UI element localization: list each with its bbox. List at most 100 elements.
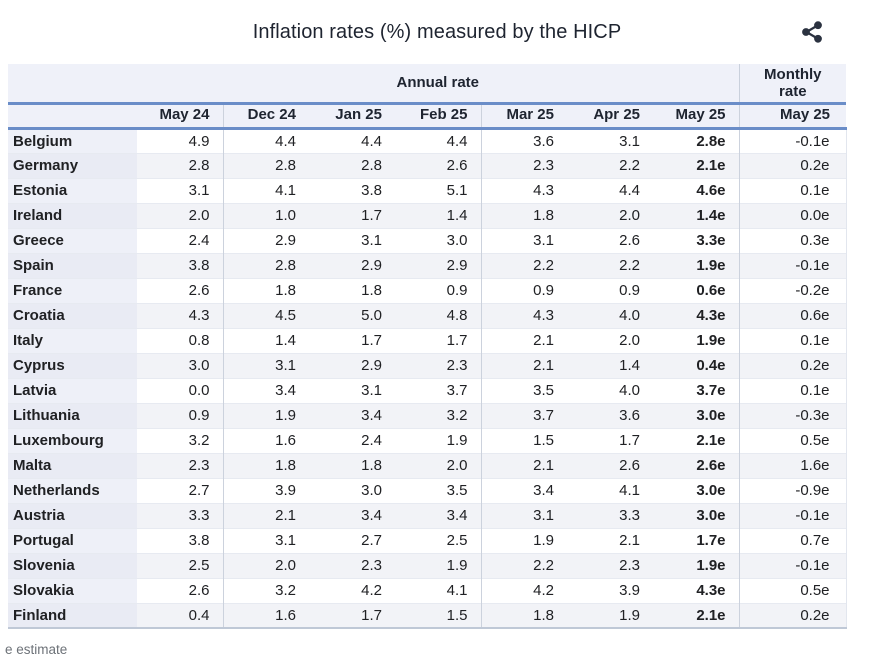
table-row: Slovakia 2.6 3.2 4.2 4.1 4.2 3.9 4.3e 0.5e xyxy=(8,577,847,603)
annual-value-cell: 3.5 xyxy=(395,477,481,503)
annual-value-cell: 2.2 xyxy=(480,252,567,278)
annual-value-cell: 4.8 xyxy=(395,302,481,328)
table-row: Belgium 4.9 4.4 4.4 4.4 3.6 3.1 2.8e -0.1e xyxy=(8,128,847,153)
annual-value-cell: 1.7 xyxy=(567,427,653,453)
annual-value-cell: 5.1 xyxy=(395,177,481,203)
table-row: Cyprus 3.0 3.1 2.9 2.3 2.1 1.4 0.4e 0.2e xyxy=(8,352,847,378)
annual-value-cell: 3.0 xyxy=(309,477,395,503)
annual-value-cell: 0.4e xyxy=(653,352,740,378)
annual-value-cell: 0.0 xyxy=(137,377,223,403)
annual-value-cell: 1.4 xyxy=(395,202,481,228)
month-column-header: Apr 25 xyxy=(567,103,653,130)
annual-value-cell: 2.7 xyxy=(137,477,223,503)
monthly-value-cell: 0.1e xyxy=(738,327,847,353)
annual-value-cell: 4.2 xyxy=(309,577,395,603)
annual-value-cell: 1.9 xyxy=(395,552,481,578)
monthly-value-cell: 0.2e xyxy=(738,152,847,178)
annual-value-cell: 2.8 xyxy=(137,152,223,178)
annual-rate-group-header: Annual rate xyxy=(137,64,740,105)
country-label: Malta xyxy=(8,452,137,478)
month-column-header: Mar 25 xyxy=(480,103,567,130)
annual-value-cell: 2.6 xyxy=(137,277,223,303)
annual-value-cell: 2.5 xyxy=(395,527,481,553)
annual-value-cell: 3.4 xyxy=(309,502,395,528)
annual-value-cell: 3.1 xyxy=(222,352,309,378)
annual-value-cell: 2.8 xyxy=(309,152,395,178)
table-row: Estonia 3.1 4.1 3.8 5.1 4.3 4.4 4.6e 0.1e xyxy=(8,177,847,203)
annual-value-cell: 3.7 xyxy=(480,402,567,428)
country-label: Croatia xyxy=(8,302,137,328)
annual-value-cell: 2.1e xyxy=(653,602,740,629)
annual-value-cell: 3.3 xyxy=(137,502,223,528)
country-label: Netherlands xyxy=(8,477,137,503)
monthly-value-cell: -0.9e xyxy=(738,477,847,503)
annual-value-cell: 1.8 xyxy=(222,277,309,303)
annual-value-cell: 4.5 xyxy=(222,302,309,328)
annual-value-cell: 4.1 xyxy=(567,477,653,503)
annual-value-cell: 3.1 xyxy=(480,227,567,253)
annual-value-cell: 2.3 xyxy=(395,352,481,378)
annual-value-cell: 1.6 xyxy=(222,602,309,629)
month-column-header: Dec 24 xyxy=(222,103,309,130)
month-column-header: Feb 25 xyxy=(395,103,481,130)
annual-value-cell: 4.2 xyxy=(480,577,567,603)
annual-value-cell: 3.0e xyxy=(653,502,740,528)
annual-value-cell: 2.0 xyxy=(137,202,223,228)
table-row: Lithuania 0.9 1.9 3.4 3.2 3.7 3.6 3.0e -0.3e xyxy=(8,402,847,428)
annual-value-cell: 3.3e xyxy=(653,227,740,253)
annual-value-cell: 4.0 xyxy=(567,302,653,328)
footnote-estimate: e estimate xyxy=(5,642,68,657)
annual-value-cell: 3.4 xyxy=(395,502,481,528)
annual-value-cell: 2.6 xyxy=(567,452,653,478)
annual-value-cell: 1.8 xyxy=(309,277,395,303)
annual-value-cell: 0.9 xyxy=(567,277,653,303)
annual-value-cell: 1.7 xyxy=(395,327,481,353)
annual-value-cell: 4.4 xyxy=(395,128,481,153)
table-row: Slovenia 2.5 2.0 2.3 1.9 2.2 2.3 1.9e -0.1e xyxy=(8,552,847,578)
annual-value-cell: 4.4 xyxy=(222,128,309,153)
share-icon xyxy=(802,21,822,43)
annual-value-cell: 2.1e xyxy=(653,427,740,453)
annual-value-cell: 4.3 xyxy=(137,302,223,328)
country-label: Greece xyxy=(8,227,137,253)
country-label: Slovakia xyxy=(8,577,137,603)
annual-value-cell: 2.0 xyxy=(395,452,481,478)
title-bar: Inflation rates (%) measured by the HICP xyxy=(0,0,874,64)
annual-value-cell: 4.1 xyxy=(395,577,481,603)
annual-value-cell: 3.4 xyxy=(222,377,309,403)
annual-value-cell: 3.0e xyxy=(653,477,740,503)
annual-value-cell: 2.8e xyxy=(653,128,740,153)
share-button[interactable] xyxy=(800,18,828,46)
inflation-table: Annual rate Monthly rate May 24 Dec 24 Jan… xyxy=(8,64,847,629)
annual-value-cell: 4.3 xyxy=(480,302,567,328)
annual-value-cell: 1.4e xyxy=(653,202,740,228)
annual-value-cell: 2.4 xyxy=(137,227,223,253)
annual-value-cell: 3.1 xyxy=(567,128,653,153)
country-label: Latvia xyxy=(8,377,137,403)
monthly-value-cell: 0.5e xyxy=(738,577,847,603)
table-row: Austria 3.3 2.1 3.4 3.4 3.1 3.3 3.0e -0.1e xyxy=(8,502,847,528)
annual-value-cell: 2.9 xyxy=(309,352,395,378)
annual-value-cell: 3.9 xyxy=(222,477,309,503)
table-row: Latvia 0.0 3.4 3.1 3.7 3.5 4.0 3.7e 0.1e xyxy=(8,377,847,403)
annual-value-cell: 1.8 xyxy=(480,602,567,629)
annual-value-cell: 1.9 xyxy=(567,602,653,629)
table-row: Luxembourg 3.2 1.6 2.4 1.9 1.5 1.7 2.1e 0.5e xyxy=(8,427,847,453)
country-label: Cyprus xyxy=(8,352,137,378)
table-row: France 2.6 1.8 1.8 0.9 0.9 0.9 0.6e -0.2e xyxy=(8,277,847,303)
annual-value-cell: 1.9 xyxy=(395,427,481,453)
table-row: Greece 2.4 2.9 3.1 3.0 3.1 2.6 3.3e 0.3e xyxy=(8,227,847,253)
monthly-value-cell: 0.0e xyxy=(738,202,847,228)
annual-value-cell: 3.2 xyxy=(137,427,223,453)
monthly-value-cell: -0.1e xyxy=(738,128,847,153)
monthly-value-cell: 0.7e xyxy=(738,527,847,553)
annual-value-cell: 3.1 xyxy=(137,177,223,203)
annual-value-cell: 3.1 xyxy=(480,502,567,528)
annual-value-cell: 2.3 xyxy=(309,552,395,578)
annual-value-cell: 4.1 xyxy=(222,177,309,203)
annual-value-cell: 1.5 xyxy=(480,427,567,453)
annual-value-cell: 1.7e xyxy=(653,527,740,553)
annual-value-cell: 4.0 xyxy=(567,377,653,403)
annual-value-cell: 1.7 xyxy=(309,202,395,228)
table-row: Finland 0.4 1.6 1.7 1.5 1.8 1.9 2.1e 0.2e xyxy=(8,602,847,629)
